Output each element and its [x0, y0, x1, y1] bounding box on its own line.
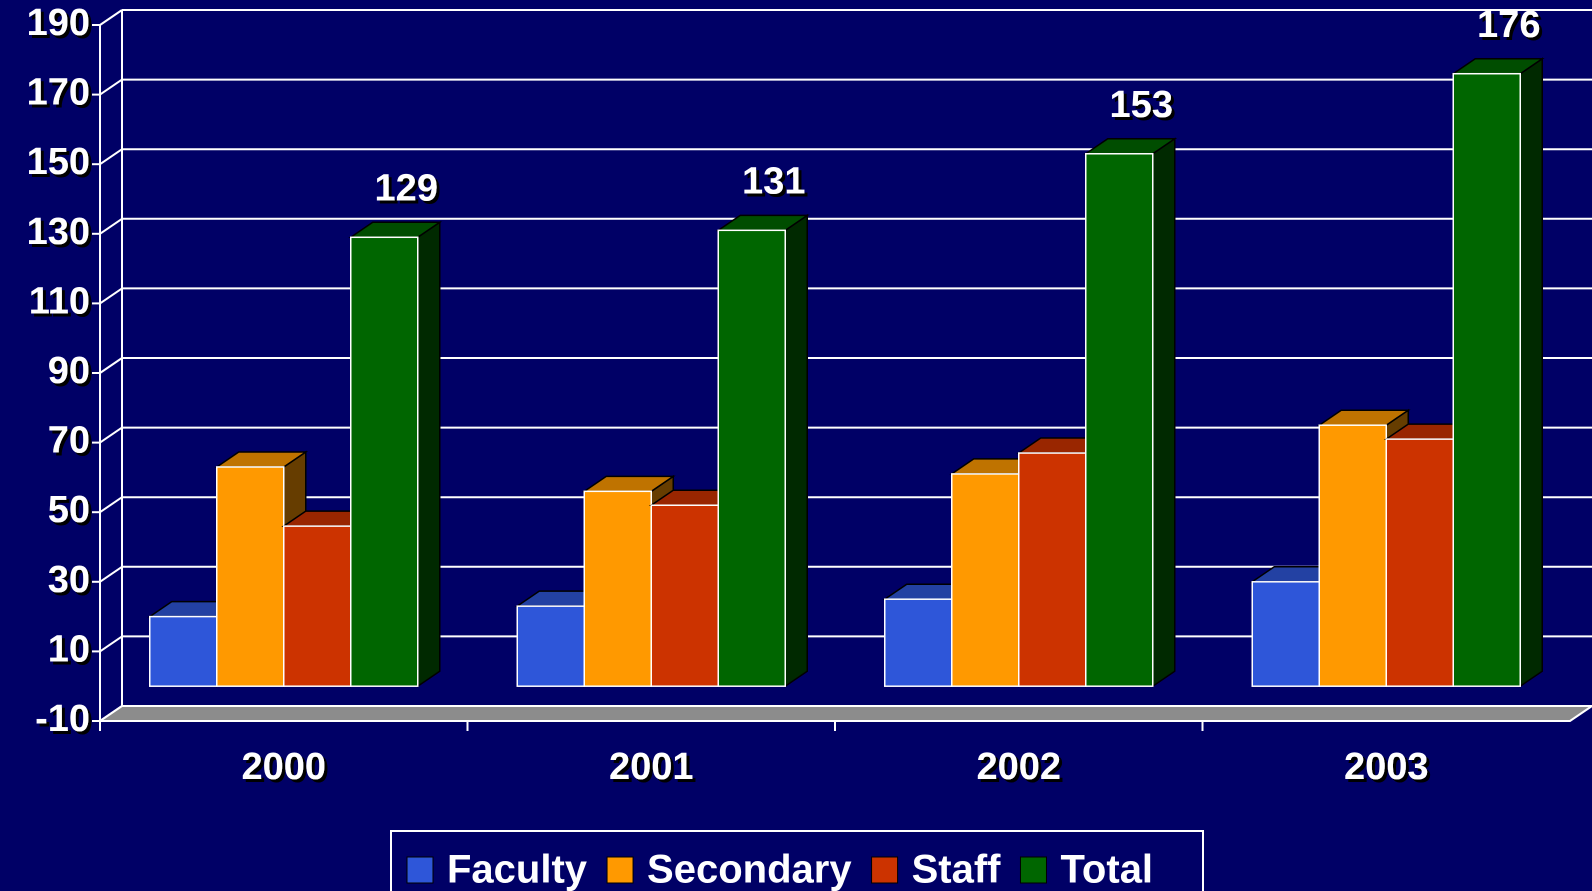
grid-line: [99, 9, 123, 26]
y-tick-label: 130: [27, 211, 90, 253]
y-tick-label: 170: [27, 72, 90, 114]
bar-side: [784, 213, 808, 688]
y-tick-label: 10: [48, 628, 90, 670]
bar: [884, 598, 953, 687]
bar: [1385, 438, 1454, 687]
legend-label: Total: [1060, 848, 1153, 891]
y-tick-label: 150: [27, 141, 90, 183]
grid-line: [99, 426, 123, 444]
legend: [390, 830, 1204, 891]
grid-line: [99, 496, 123, 514]
bar: [1085, 153, 1154, 687]
bar: [149, 615, 218, 687]
bar: [516, 605, 585, 687]
data-label: 131: [742, 160, 805, 202]
bar: [1318, 424, 1387, 687]
grid-line: [99, 287, 123, 305]
floor: [96, 705, 1592, 722]
bar-side: [1519, 57, 1543, 688]
x-tick-label: 2002: [976, 746, 1061, 788]
data-label: 176: [1477, 4, 1540, 46]
y-tick-label: 190: [27, 2, 90, 44]
bar: [216, 466, 285, 687]
bar: [350, 236, 419, 687]
y-tick-label: 70: [48, 420, 90, 462]
grid-line: [99, 635, 123, 653]
y-tick-label: 50: [48, 489, 90, 531]
legend-swatch: [406, 856, 434, 884]
bar: [1251, 581, 1320, 687]
bar: [951, 473, 1020, 687]
y-tick-label: -10: [35, 698, 90, 740]
y-tick-label: 30: [48, 559, 90, 601]
grid-line: [99, 217, 123, 235]
grid-line: [99, 357, 123, 374]
grid-line: [99, 565, 123, 583]
bar: [650, 504, 719, 687]
data-label: 129: [375, 167, 438, 209]
bar: [583, 490, 652, 687]
grid-line: [99, 148, 123, 166]
x-tick-label: 2000: [241, 746, 326, 788]
legend-swatch: [871, 856, 899, 884]
bar: [283, 525, 352, 687]
grid-line: [99, 78, 123, 96]
bar: [1018, 452, 1087, 687]
x-tick-label: 2001: [609, 746, 694, 788]
y-tick-label: 110: [29, 280, 90, 322]
bar-side: [417, 220, 441, 688]
legend-label: Faculty: [447, 848, 588, 891]
bar-side: [1152, 137, 1176, 688]
legend-swatch: [606, 856, 634, 884]
data-label: 153: [1110, 84, 1173, 126]
x-tick-label: 2003: [1344, 746, 1429, 788]
legend-label: Staff: [912, 848, 1002, 891]
bar: [1452, 72, 1521, 687]
y-tick-label: 90: [48, 350, 90, 392]
bar: [717, 229, 786, 687]
legend-label: Secondary: [647, 848, 852, 891]
legend-swatch: [1019, 856, 1047, 884]
